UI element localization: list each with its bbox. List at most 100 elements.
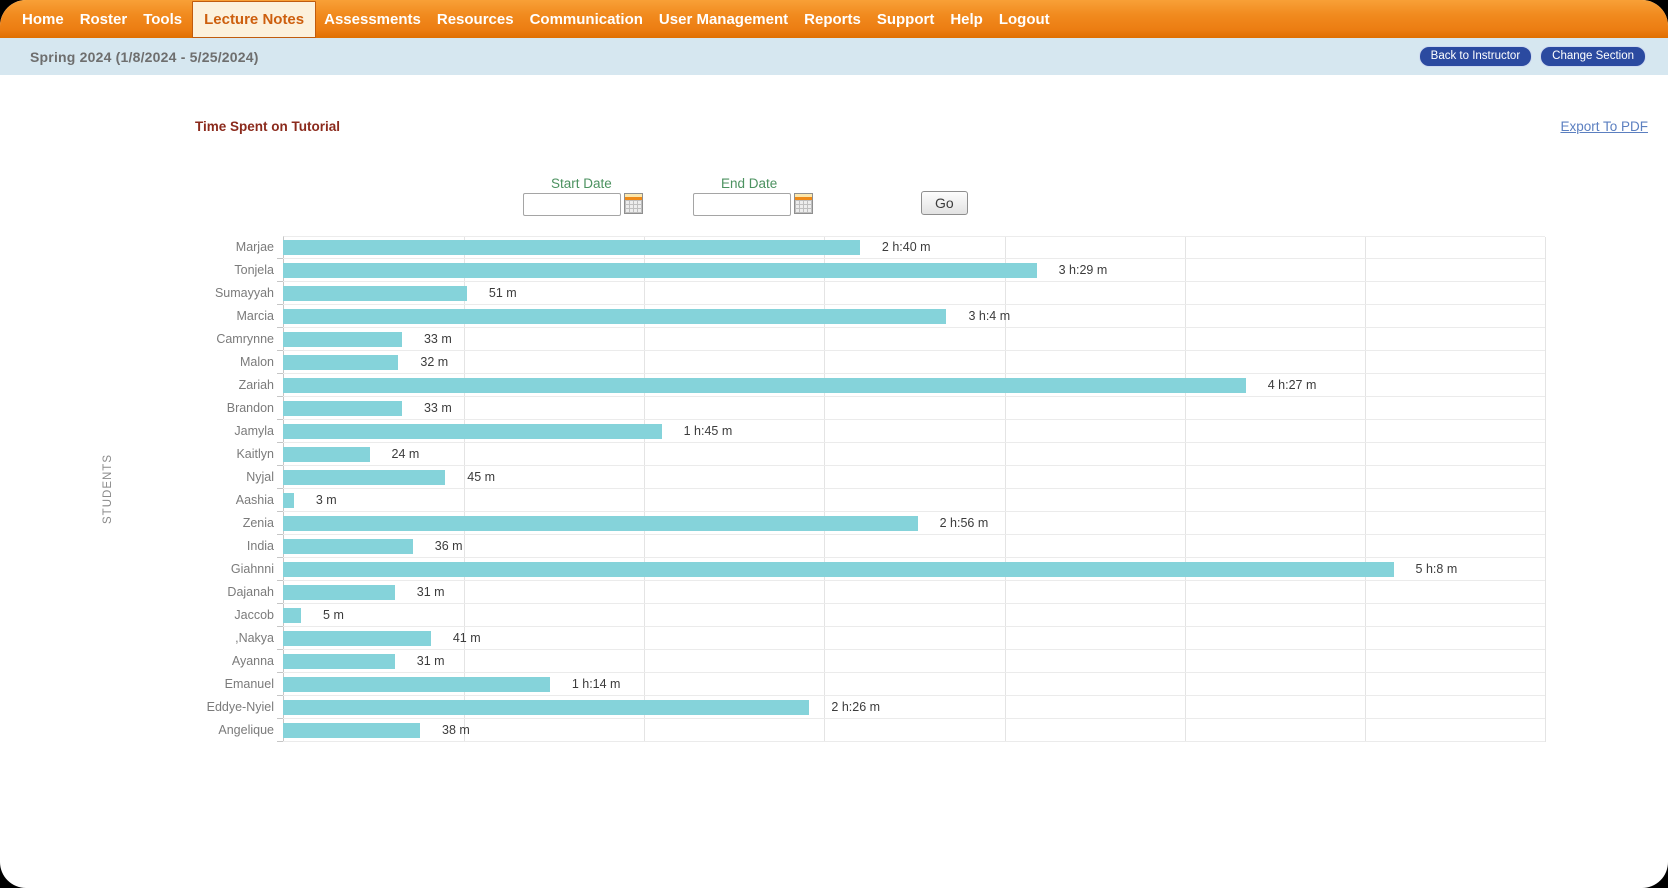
start-date-input[interactable]	[523, 193, 621, 216]
nav-item-home[interactable]: Home	[22, 10, 64, 28]
nav-item-user-management[interactable]: User Management	[658, 10, 789, 28]
time-value-label: 36 m	[434, 539, 463, 553]
chart-bar-row: Jamyla 1 h:45 m	[118, 420, 1545, 443]
time-bar	[283, 354, 399, 370]
chart-bar-row: Nyjal 45 m	[118, 466, 1545, 489]
chart-bar-row: Ayanna 31 m	[118, 650, 1545, 673]
grid-layer	[283, 236, 1546, 742]
calendar-icon[interactable]	[794, 193, 813, 214]
chart-bar-row: Camrynne 33 m	[118, 328, 1545, 351]
main-nav: Home Roster Tools Lecture Notes Assessments R…	[0, 0, 1668, 38]
bar-track: 1 h:14 m	[277, 673, 1545, 696]
student-name: Zenia	[242, 516, 274, 530]
time-value-label: 33 m	[423, 332, 452, 346]
nav-item-support[interactable]: Support	[876, 10, 935, 28]
time-spent-chart: STUDENTS Marjae 2 h:40 m Tonjela 3 h:29 m Su…	[98, 236, 1668, 742]
student-name: Emanuel	[224, 677, 274, 691]
time-value-label: 2 h:26 m	[831, 700, 881, 714]
nav-item-reports[interactable]: Reports	[804, 10, 861, 28]
chart-bar-row: Sumayyah 51 m	[118, 282, 1545, 305]
end-date-input[interactable]	[693, 193, 791, 216]
time-value-label: 51 m	[488, 286, 517, 300]
time-value-label: 4 h:27 m	[1267, 378, 1317, 392]
chart-bar-row: Brandon 33 m	[118, 397, 1545, 420]
bar-track: 31 m	[277, 581, 1545, 604]
time-bar	[283, 308, 947, 324]
chart-bar-row: Giahnni 5 h:8 m	[118, 558, 1545, 581]
bar-track: 2 h:26 m	[277, 696, 1545, 719]
start-date-label: Start Date	[551, 176, 612, 191]
vertical-gridline	[644, 237, 646, 742]
bar-track: 36 m	[277, 535, 1545, 558]
chart-plot-area: Marjae 2 h:40 m Tonjela 3 h:29 m Sumayyah 51 …	[118, 236, 1546, 742]
student-name: Kaitlyn	[236, 447, 274, 461]
change-section-button[interactable]: Change Section	[1540, 46, 1646, 67]
subheader: Spring 2024 (1/8/2024 - 5/25/2024) Back …	[0, 38, 1668, 75]
nav-item-lecture-notes[interactable]: Lecture Notes	[192, 1, 317, 38]
chart-rows: Marjae 2 h:40 m Tonjela 3 h:29 m Sumayyah 51 …	[118, 236, 1545, 742]
nav-item-help[interactable]: Help	[950, 10, 983, 28]
bar-track: 33 m	[277, 328, 1545, 351]
vertical-gridline	[464, 237, 466, 742]
time-bar	[283, 331, 402, 347]
time-bar	[283, 262, 1037, 278]
nav-item-logout[interactable]: Logout	[998, 10, 1050, 28]
chart-bar-row: Eddye-Nyiel 2 h:26 m	[118, 696, 1545, 719]
end-date-field: End Date	[693, 176, 813, 216]
vertical-gridline	[1364, 237, 1366, 742]
time-value-label: 3 h:4 m	[968, 309, 1011, 323]
time-bar	[283, 722, 421, 738]
time-bar	[283, 377, 1246, 393]
chart-bar-row: Jaccob 5 m	[118, 604, 1545, 627]
chart-bar-row: Marcia 3 h:4 m	[118, 305, 1545, 328]
bar-track: 2 h:40 m	[277, 236, 1545, 259]
bar-track: 41 m	[277, 627, 1545, 650]
time-value-label: 31 m	[416, 654, 445, 668]
time-bar	[283, 607, 302, 623]
time-bar	[283, 630, 431, 646]
time-bar	[283, 515, 918, 531]
bar-track: 32 m	[277, 351, 1545, 374]
time-value-label: 33 m	[423, 401, 452, 415]
time-value-label: 5 m	[323, 608, 344, 622]
time-bar	[283, 492, 294, 508]
time-value-label: 31 m	[416, 585, 445, 599]
time-value-label: 2 h:40 m	[881, 240, 931, 254]
student-name: Nyjal	[246, 470, 274, 484]
nav-item-resources[interactable]: Resources	[436, 10, 514, 28]
time-bar	[283, 653, 395, 669]
student-name: Jamyla	[234, 424, 274, 438]
export-pdf-link[interactable]: Export To PDF	[1560, 119, 1648, 134]
calendar-icon[interactable]	[624, 193, 643, 214]
nav-item-tools[interactable]: Tools	[143, 10, 183, 28]
page-title: Time Spent on Tutorial	[195, 119, 341, 134]
chart-bar-row: Malon 32 m	[118, 351, 1545, 374]
nav-item-roster[interactable]: Roster	[79, 10, 128, 28]
bar-track: 33 m	[277, 397, 1545, 420]
go-button[interactable]: Go	[921, 191, 968, 215]
back-to-instructor-button[interactable]: Back to Instructor	[1418, 46, 1533, 67]
bar-track: 5 m	[277, 604, 1545, 627]
time-value-label: 41 m	[452, 631, 481, 645]
student-name: Sumayyah	[214, 286, 274, 300]
student-name: Angelique	[218, 723, 274, 737]
vertical-gridline	[824, 237, 826, 742]
nav-item-communication[interactable]: Communication	[529, 10, 643, 28]
start-date-field: Start Date	[523, 176, 643, 216]
time-bar	[283, 584, 395, 600]
bar-track: 2 h:56 m	[277, 512, 1545, 535]
chart-bar-row: Tonjela 3 h:29 m	[118, 259, 1545, 282]
time-bar	[283, 446, 370, 462]
student-name: India	[246, 539, 274, 553]
bar-track: 51 m	[277, 282, 1545, 305]
time-bar	[283, 538, 413, 554]
student-name: Tonjela	[234, 263, 274, 277]
student-name: Malon	[239, 355, 274, 369]
nav-item-assessments[interactable]: Assessments	[324, 10, 421, 28]
time-bar	[283, 239, 860, 255]
bar-track: 3 h:29 m	[277, 259, 1545, 282]
student-name: Eddye-Nyiel	[206, 700, 274, 714]
chart-bar-row: Marjae 2 h:40 m	[118, 236, 1545, 259]
vertical-gridline	[1545, 237, 1546, 742]
